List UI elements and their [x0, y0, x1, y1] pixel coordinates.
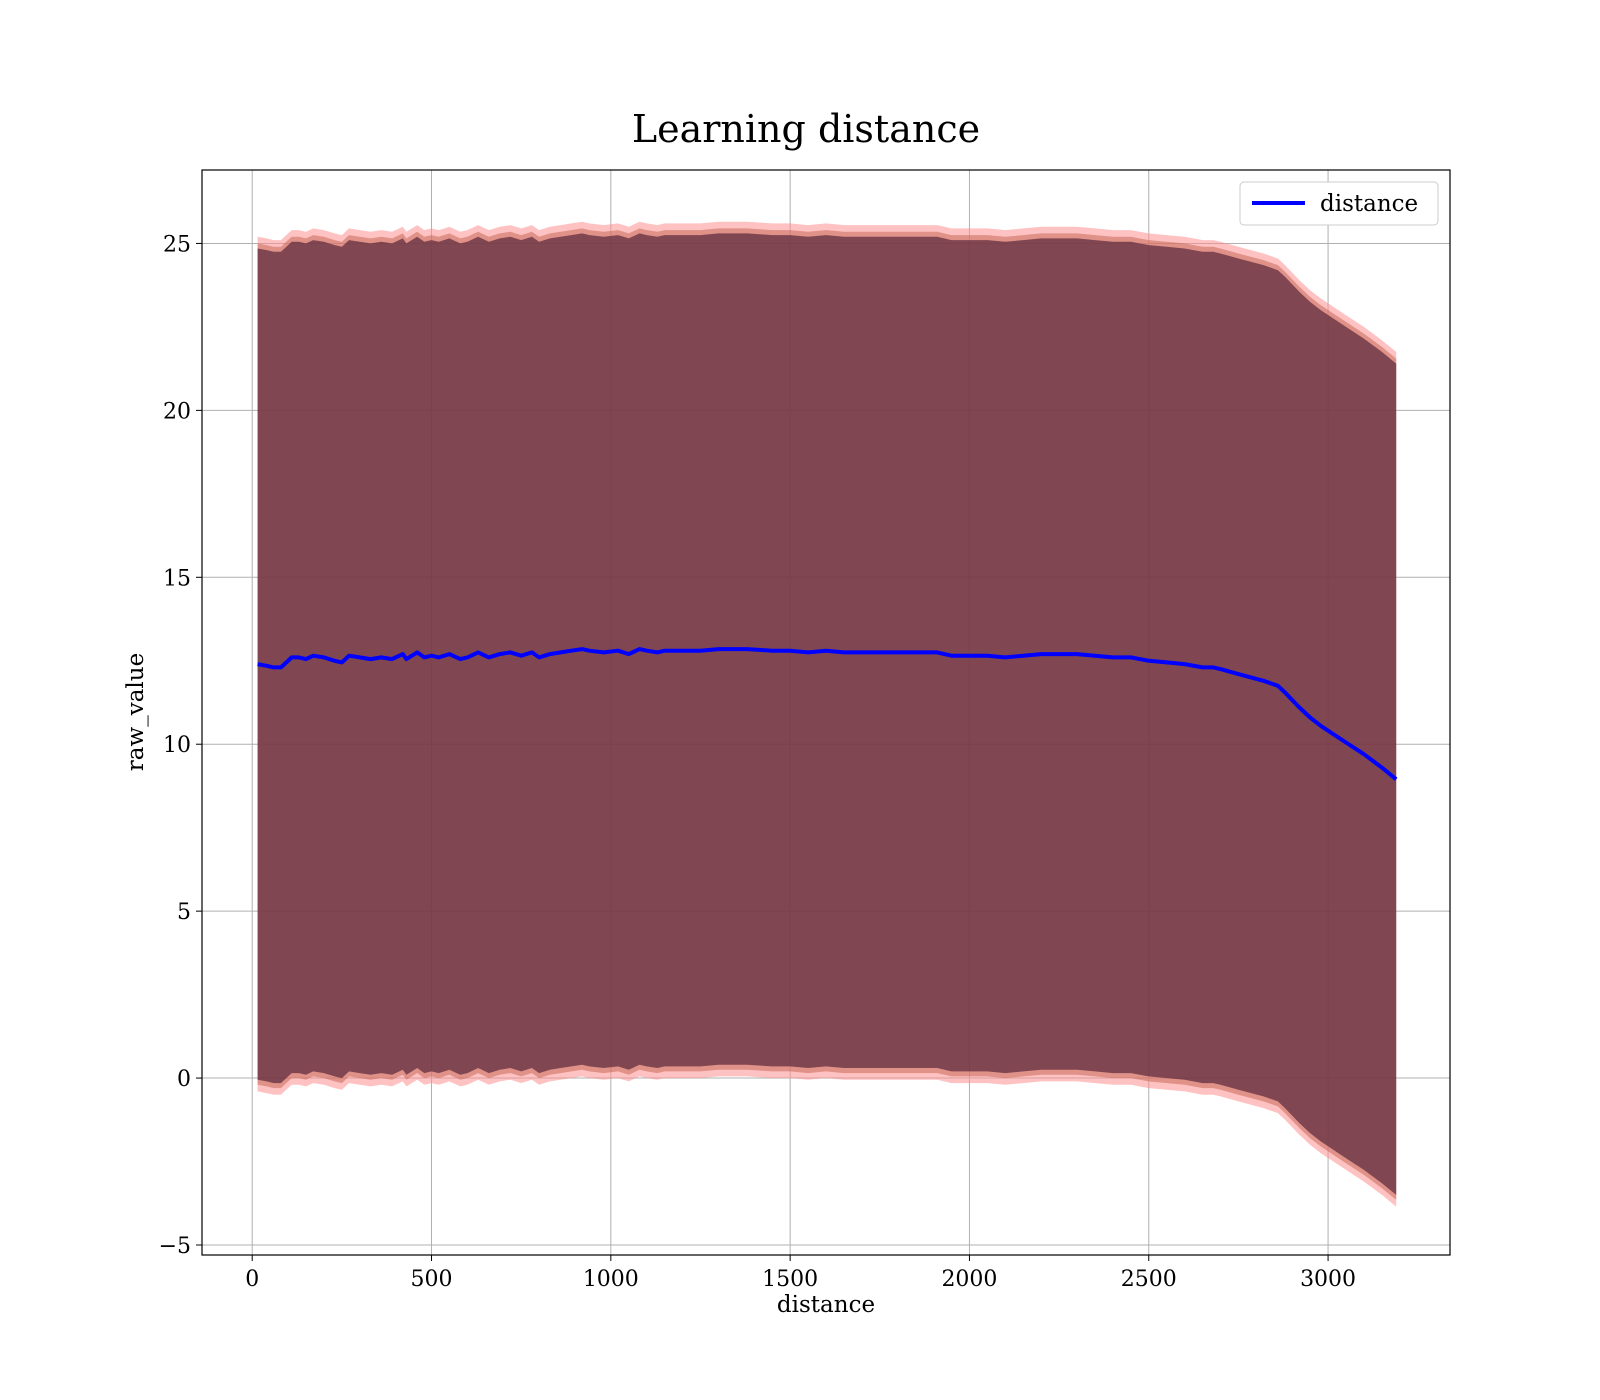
series-lines	[257, 647, 1398, 781]
x-tick-label: 1000	[583, 1267, 639, 1292]
legend-box	[1239, 181, 1439, 226]
y-tick-label: 0	[177, 1067, 191, 1092]
y-tick-label: 5	[177, 900, 191, 925]
x-tick-label: 3000	[1300, 1267, 1356, 1292]
y-tick-label: 25	[163, 232, 191, 257]
y-axis-label: raw_value	[123, 653, 149, 771]
legend: distance	[1239, 181, 1439, 226]
x-tick-label: 1500	[762, 1267, 818, 1292]
x-tick-label: 2500	[1121, 1267, 1177, 1292]
y-tick-label: 15	[163, 566, 191, 591]
axis-ticks: 0 500 1000 1500 2000 2500 3000 −5 0 5 10 15 20 25	[159, 232, 1357, 1292]
y-tick-label: 10	[163, 733, 191, 758]
x-axis-label: distance	[777, 1292, 875, 1318]
x-tick-label: 2000	[941, 1267, 997, 1292]
y-tick-label: 20	[163, 399, 191, 424]
confidence-bands	[257, 221, 1397, 1207]
series-line-distance	[257, 647, 1398, 781]
x-tick-label: 0	[245, 1267, 259, 1292]
confidence-band	[257, 233, 1397, 1195]
x-tick-label: 500	[411, 1267, 453, 1292]
legend-label-distance: distance	[1320, 191, 1418, 217]
y-tick-label: −5	[159, 1234, 191, 1259]
plot-frame	[201, 169, 1451, 1256]
chart-title: Learning distance	[632, 107, 980, 151]
